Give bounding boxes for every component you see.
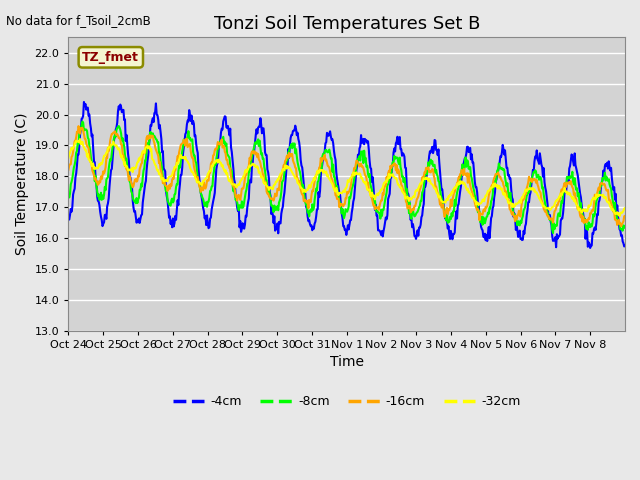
-4cm [219, 127, 227, 132]
Line: -4cm: -4cm [68, 102, 625, 248]
-4cm [65, 215, 72, 221]
Line: -16cm: -16cm [68, 126, 625, 227]
-32cm [415, 184, 423, 190]
-16cm [132, 179, 140, 184]
X-axis label: Time: Time [330, 355, 364, 370]
-8cm [219, 136, 227, 142]
-32cm [65, 155, 72, 161]
-8cm [431, 170, 439, 176]
-4cm [80, 99, 88, 105]
-32cm [132, 162, 140, 168]
-8cm [79, 119, 86, 124]
-8cm [621, 223, 629, 229]
-16cm [415, 190, 423, 195]
-16cm [219, 144, 227, 150]
-4cm [415, 225, 423, 230]
-8cm [189, 149, 197, 155]
-8cm [75, 141, 83, 147]
-16cm [75, 123, 83, 129]
-8cm [415, 204, 423, 210]
-4cm [586, 245, 594, 251]
-8cm [65, 192, 72, 197]
-4cm [189, 118, 197, 124]
Text: TZ_fmet: TZ_fmet [83, 51, 140, 64]
Text: No data for f_Tsoil_2cmB: No data for f_Tsoil_2cmB [6, 14, 151, 27]
Title: Tonzi Soil Temperatures Set B: Tonzi Soil Temperatures Set B [214, 15, 480, 33]
-16cm [621, 213, 629, 219]
-32cm [219, 162, 227, 168]
Legend: -4cm, -8cm, -16cm, -32cm: -4cm, -8cm, -16cm, -32cm [168, 390, 526, 413]
-32cm [75, 138, 83, 144]
-16cm [618, 224, 625, 229]
-4cm [75, 152, 83, 157]
-16cm [431, 183, 439, 189]
-16cm [65, 167, 72, 172]
-8cm [549, 230, 557, 236]
Line: -8cm: -8cm [68, 121, 625, 233]
Line: -32cm: -32cm [68, 139, 625, 216]
-16cm [189, 155, 197, 161]
-32cm [189, 170, 197, 176]
-8cm [132, 195, 140, 201]
-32cm [431, 186, 439, 192]
-32cm [616, 213, 623, 219]
-32cm [621, 205, 629, 211]
Y-axis label: Soil Temperature (C): Soil Temperature (C) [15, 113, 29, 255]
-4cm [431, 138, 439, 144]
-16cm [76, 126, 83, 132]
-32cm [76, 136, 84, 142]
-4cm [132, 220, 140, 226]
-4cm [621, 243, 629, 249]
